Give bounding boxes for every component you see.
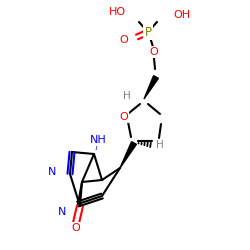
Text: O: O xyxy=(72,223,80,233)
Polygon shape xyxy=(144,76,158,99)
Text: O: O xyxy=(119,35,128,45)
Text: N: N xyxy=(48,167,56,177)
Text: H: H xyxy=(156,140,164,150)
Text: P: P xyxy=(144,26,152,38)
Text: O: O xyxy=(150,47,158,57)
Text: N: N xyxy=(58,207,66,217)
Text: OH: OH xyxy=(173,10,190,20)
Text: HO: HO xyxy=(109,7,126,17)
Text: NH: NH xyxy=(90,135,106,145)
Polygon shape xyxy=(120,142,136,168)
Text: H: H xyxy=(123,91,131,101)
Text: O: O xyxy=(120,112,128,122)
